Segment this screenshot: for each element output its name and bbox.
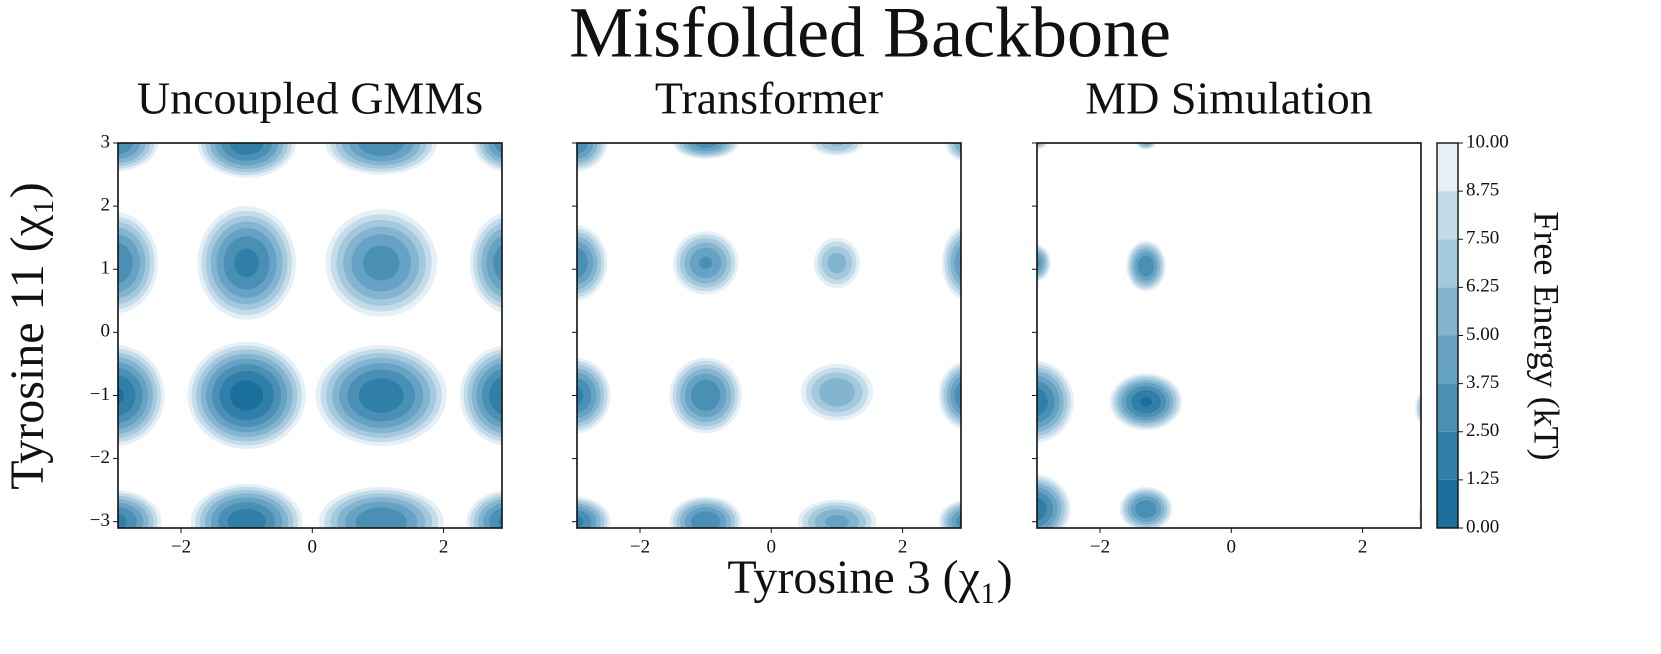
energy-contour: [362, 245, 400, 281]
energy-contour: [694, 143, 717, 149]
energy-contour: [1037, 257, 1040, 269]
energy-contour: [690, 379, 721, 411]
colorbar-tick-label: 5.00: [1466, 324, 1499, 345]
energy-contour: [493, 244, 502, 282]
y-axis-label: Tyrosine 11 (χ₁): [1, 182, 54, 490]
energy-contour: [577, 386, 584, 405]
energy-contour: [1424, 509, 1432, 522]
energy-contour: [954, 381, 961, 410]
energy-contour: [118, 143, 133, 155]
figure-title: Misfolded Backbone: [569, 0, 1171, 73]
colorbar-band: [1437, 479, 1458, 528]
plot-frame: [576, 142, 962, 529]
energy-contour: [494, 143, 502, 154]
panel-title: MD Simulation: [1085, 73, 1373, 124]
x-tick-label: 0: [308, 536, 318, 557]
plot-area: [577, 143, 961, 528]
colorbar-band: [1437, 191, 1458, 240]
energy-contour: [1422, 506, 1434, 525]
energy-contour: [355, 507, 407, 528]
y-tick-label: 3: [101, 131, 111, 152]
y-tick-label: 0: [101, 321, 111, 342]
energy-contour: [1137, 255, 1155, 277]
y-tick-label: 1: [101, 258, 111, 279]
y-tick-label: −1: [90, 384, 110, 405]
energy-contour: [577, 515, 584, 528]
energy-contour: [118, 514, 127, 528]
plot-frame: [117, 142, 503, 529]
energy-contour: [577, 247, 588, 279]
energy-contour: [825, 515, 849, 528]
colorbar-band: [1437, 287, 1458, 336]
energy-contour: [358, 143, 404, 156]
energy-contour: [234, 248, 259, 278]
energy-contour: [820, 143, 854, 151]
panel-title: Uncoupled GMMs: [137, 73, 483, 124]
energy-contour: [1423, 400, 1434, 415]
energy-contour: [501, 391, 502, 400]
energy-contour: [1420, 512, 1421, 519]
energy-contour: [358, 378, 404, 413]
colorbar-tick-label: 6.25: [1466, 276, 1499, 297]
x-tick-label: 0: [767, 536, 777, 557]
x-tick-label: 2: [898, 536, 908, 557]
colorbar-tick-label: 7.50: [1466, 228, 1499, 249]
colorbar-tick-label: 0.00: [1466, 516, 1499, 537]
x-tick-label: −2: [630, 536, 650, 557]
energy-contour: [498, 515, 502, 528]
y-tick-label: −3: [90, 510, 110, 531]
energy-contour: [954, 245, 961, 281]
energy-contour: [577, 377, 592, 413]
energy-contour: [1420, 402, 1421, 414]
energy-contour: [577, 143, 588, 155]
energy-contour: [1037, 387, 1048, 416]
x-tick-label: 0: [1227, 536, 1237, 557]
x-tick-label: −2: [171, 536, 191, 557]
x-tick-label: 2: [1358, 536, 1368, 557]
colorbar-band: [1437, 239, 1458, 288]
energy-contour: [1037, 497, 1047, 521]
energy-contour: [699, 256, 713, 270]
energy-contour: [118, 387, 124, 404]
energy-contour: [956, 514, 961, 528]
energy-contour: [827, 252, 847, 274]
plot-frame: [1036, 142, 1422, 529]
colorbar-tick-label: 8.75: [1466, 179, 1499, 200]
energy-contour: [1419, 507, 1421, 524]
energy-contour: [960, 393, 961, 398]
y-tick-label: 2: [101, 194, 111, 215]
energy-contour: [229, 143, 264, 155]
energy-contour: [1139, 397, 1152, 407]
x-tick-label: 2: [439, 536, 449, 557]
x-axis-label: Tyrosine 3 (χ₁): [727, 551, 1012, 604]
energy-contour: [959, 256, 961, 270]
panel-title: Transformer: [655, 73, 883, 124]
colorbar-tick-label: 1.25: [1466, 468, 1499, 489]
energy-contour: [118, 375, 136, 416]
energy-contour: [818, 378, 855, 407]
colorbar-band: [1437, 143, 1458, 192]
colorbar-band: [1437, 431, 1458, 480]
energy-contour: [489, 376, 502, 415]
energy-contour: [954, 143, 961, 153]
energy-contour: [1037, 253, 1044, 273]
colorbar-band: [1437, 335, 1458, 384]
colorbar-label: Free Energy (kT): [1527, 211, 1567, 460]
colorbar-tick-label: 10.00: [1466, 131, 1509, 152]
colorbar-band: [1437, 383, 1458, 432]
y-tick-label: −2: [90, 447, 110, 468]
energy-contour: [227, 508, 266, 528]
colorbar-tick-label: 3.75: [1466, 372, 1499, 393]
energy-contour: [690, 511, 721, 528]
plot-area: [1037, 143, 1434, 528]
energy-contour: [1135, 500, 1157, 519]
energy-contour: [489, 507, 502, 528]
plot-area: [118, 143, 502, 528]
energy-contour: [230, 380, 264, 411]
energy-contour: [118, 242, 133, 284]
x-tick-label: −2: [1090, 536, 1110, 557]
energy-contour: [1037, 380, 1055, 423]
colorbar-tick-label: 2.50: [1466, 420, 1499, 441]
